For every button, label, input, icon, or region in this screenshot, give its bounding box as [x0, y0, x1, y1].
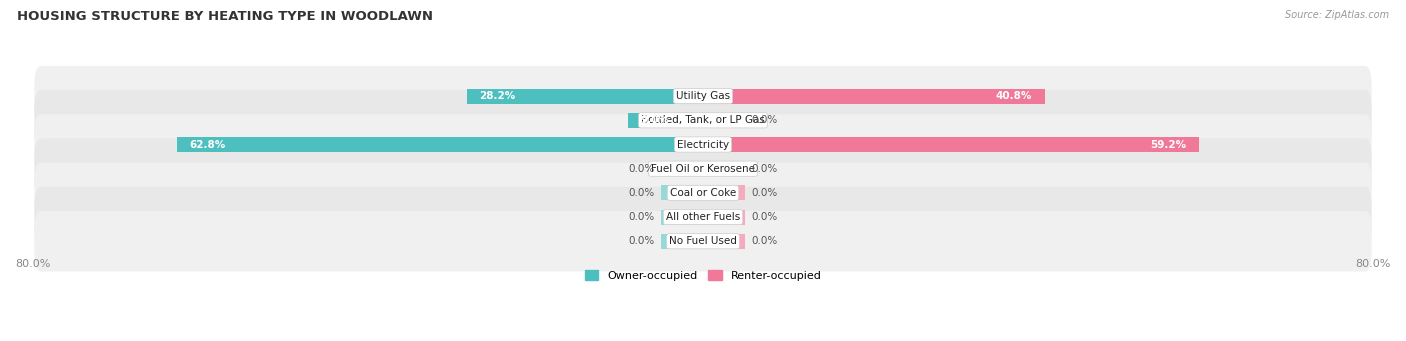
Text: 0.0%: 0.0% — [752, 164, 778, 174]
Bar — [627, 113, 703, 128]
Bar — [703, 137, 1199, 152]
Bar — [703, 161, 745, 176]
FancyBboxPatch shape — [34, 114, 1372, 175]
Text: 0.0%: 0.0% — [752, 115, 778, 125]
Bar — [467, 89, 703, 104]
Text: 0.0%: 0.0% — [628, 236, 654, 246]
Text: 0.0%: 0.0% — [752, 236, 778, 246]
Text: HOUSING STRUCTURE BY HEATING TYPE IN WOODLAWN: HOUSING STRUCTURE BY HEATING TYPE IN WOO… — [17, 10, 433, 23]
Text: Source: ZipAtlas.com: Source: ZipAtlas.com — [1285, 10, 1389, 20]
Text: Bottled, Tank, or LP Gas: Bottled, Tank, or LP Gas — [641, 115, 765, 125]
Text: 0.0%: 0.0% — [628, 164, 654, 174]
Text: 28.2%: 28.2% — [479, 91, 516, 101]
Bar — [661, 186, 703, 201]
Text: Electricity: Electricity — [676, 139, 730, 149]
Text: 62.8%: 62.8% — [190, 139, 225, 149]
Text: Coal or Coke: Coal or Coke — [669, 188, 737, 198]
Bar — [661, 210, 703, 225]
FancyBboxPatch shape — [34, 66, 1372, 127]
Text: Utility Gas: Utility Gas — [676, 91, 730, 101]
Text: 0.0%: 0.0% — [628, 188, 654, 198]
Text: 0.0%: 0.0% — [628, 212, 654, 222]
FancyBboxPatch shape — [34, 163, 1372, 223]
Bar — [661, 161, 703, 176]
Text: 0.0%: 0.0% — [752, 188, 778, 198]
Bar — [661, 234, 703, 249]
Bar — [703, 186, 745, 201]
Bar — [703, 234, 745, 249]
FancyBboxPatch shape — [34, 187, 1372, 247]
Bar — [703, 113, 745, 128]
FancyBboxPatch shape — [34, 211, 1372, 271]
FancyBboxPatch shape — [34, 90, 1372, 151]
FancyBboxPatch shape — [34, 138, 1372, 199]
Bar — [703, 89, 1045, 104]
Text: 9.0%: 9.0% — [640, 115, 669, 125]
Bar — [177, 137, 703, 152]
Text: 40.8%: 40.8% — [995, 91, 1032, 101]
Legend: Owner-occupied, Renter-occupied: Owner-occupied, Renter-occupied — [581, 265, 825, 285]
Text: All other Fuels: All other Fuels — [666, 212, 740, 222]
Text: 59.2%: 59.2% — [1150, 139, 1187, 149]
Text: Fuel Oil or Kerosene: Fuel Oil or Kerosene — [651, 164, 755, 174]
Bar — [703, 210, 745, 225]
Text: No Fuel Used: No Fuel Used — [669, 236, 737, 246]
Text: 0.0%: 0.0% — [752, 212, 778, 222]
